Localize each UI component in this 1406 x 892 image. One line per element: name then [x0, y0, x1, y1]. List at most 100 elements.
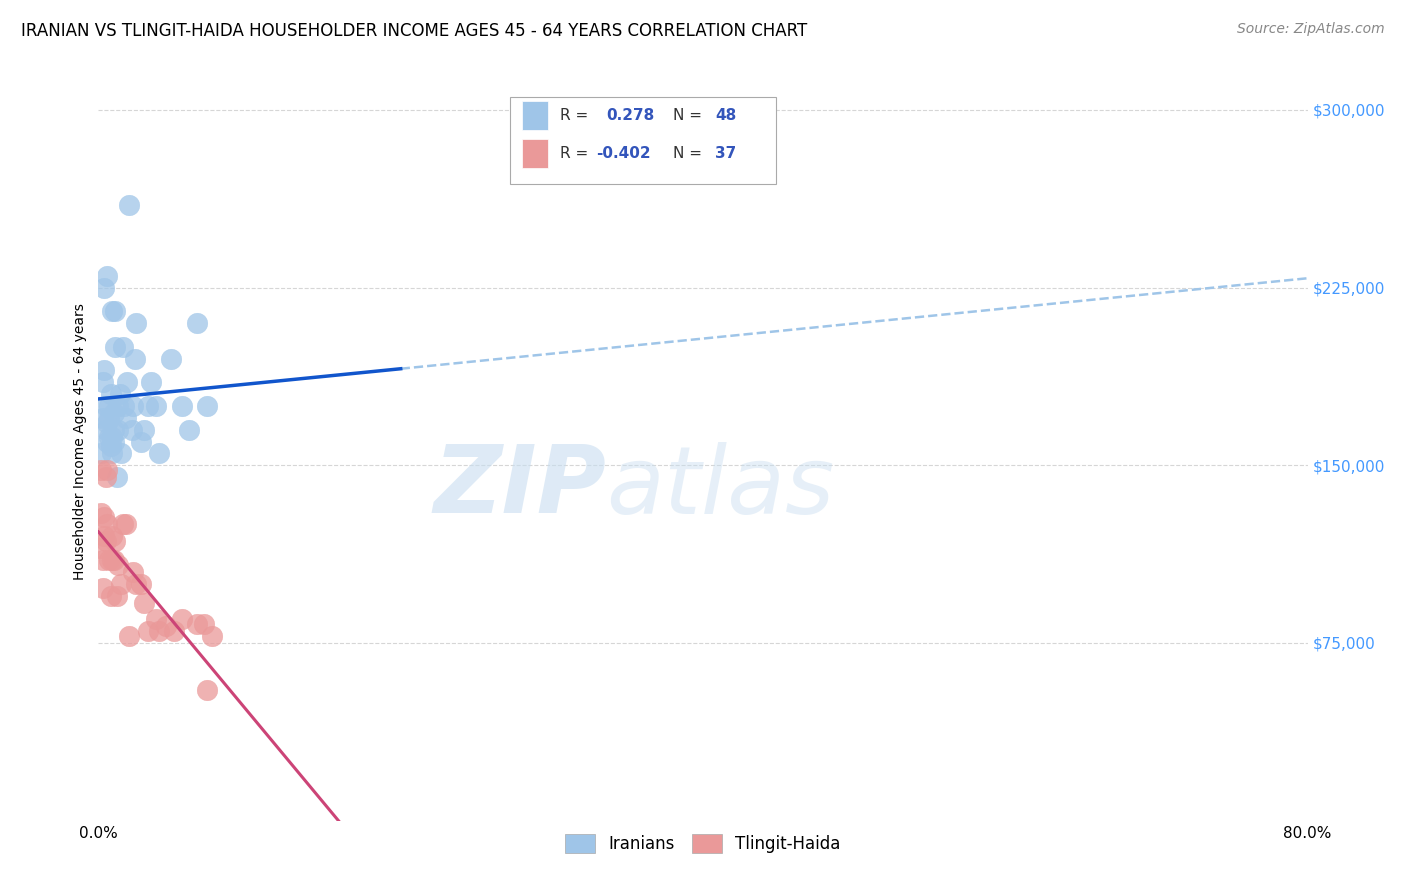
Point — [145, 612, 167, 626]
Point — [107, 399, 129, 413]
Point — [96, 268, 118, 283]
Point — [93, 280, 115, 294]
Point — [91, 582, 114, 596]
Text: 0.278: 0.278 — [606, 108, 655, 123]
Point — [94, 399, 117, 413]
Point — [94, 534, 117, 549]
Point — [118, 629, 141, 643]
Legend: Iranians, Tlingit-Haida: Iranians, Tlingit-Haida — [557, 826, 849, 862]
Point — [186, 617, 208, 632]
Point — [104, 304, 127, 318]
Point — [96, 463, 118, 477]
Point — [111, 517, 134, 532]
Point — [170, 612, 193, 626]
Point — [129, 434, 152, 449]
Point — [107, 558, 129, 572]
Text: R =: R = — [561, 146, 593, 161]
Point — [170, 399, 193, 413]
Point — [103, 423, 125, 437]
Point — [98, 430, 121, 444]
Point — [122, 565, 145, 579]
Point — [91, 553, 114, 567]
Point — [100, 439, 122, 453]
Point — [96, 517, 118, 532]
Point — [101, 553, 124, 567]
Point — [179, 423, 201, 437]
Text: ZIP: ZIP — [433, 441, 606, 533]
Point — [104, 340, 127, 354]
Point — [89, 541, 111, 556]
Point — [101, 529, 124, 543]
Text: 48: 48 — [716, 108, 737, 123]
Point — [132, 423, 155, 437]
Point — [112, 399, 135, 413]
Point — [105, 470, 128, 484]
Point — [141, 376, 163, 390]
Point — [96, 416, 118, 430]
Point — [148, 624, 170, 639]
FancyBboxPatch shape — [522, 101, 548, 130]
Point — [90, 463, 112, 477]
Y-axis label: Householder Income Ages 45 - 64 years: Householder Income Ages 45 - 64 years — [73, 303, 87, 580]
Text: N =: N = — [673, 108, 707, 123]
Point — [186, 316, 208, 330]
Text: -0.402: -0.402 — [596, 146, 651, 161]
Text: N =: N = — [673, 146, 707, 161]
Point — [91, 410, 114, 425]
Point — [114, 517, 136, 532]
Point — [163, 624, 186, 639]
Text: IRANIAN VS TLINGIT-HAIDA HOUSEHOLDER INCOME AGES 45 - 64 YEARS CORRELATION CHART: IRANIAN VS TLINGIT-HAIDA HOUSEHOLDER INC… — [21, 22, 807, 40]
Text: Source: ZipAtlas.com: Source: ZipAtlas.com — [1237, 22, 1385, 37]
FancyBboxPatch shape — [509, 96, 776, 184]
Point — [93, 510, 115, 524]
Point — [90, 446, 112, 460]
Point — [104, 534, 127, 549]
Point — [201, 629, 224, 643]
Text: 37: 37 — [716, 146, 737, 161]
Point — [96, 434, 118, 449]
Point — [110, 576, 132, 591]
Point — [93, 363, 115, 377]
Point — [93, 529, 115, 543]
Point — [148, 446, 170, 460]
Point — [98, 410, 121, 425]
Point — [100, 387, 122, 401]
Point — [118, 197, 141, 211]
Point — [121, 423, 143, 437]
Point — [155, 619, 177, 633]
FancyBboxPatch shape — [522, 139, 548, 168]
Point — [101, 446, 124, 460]
Point — [101, 304, 124, 318]
Point — [125, 316, 148, 330]
Point — [103, 406, 125, 420]
Text: atlas: atlas — [606, 442, 835, 533]
Text: R =: R = — [561, 108, 593, 123]
Point — [94, 423, 117, 437]
Point — [136, 624, 159, 639]
Point — [114, 410, 136, 425]
Point — [136, 399, 159, 413]
Point — [195, 399, 218, 413]
Point — [105, 589, 128, 603]
Point — [129, 576, 152, 591]
Point — [98, 399, 121, 413]
Point — [103, 434, 125, 449]
Point — [94, 470, 117, 484]
Point — [122, 399, 145, 413]
Point — [195, 683, 218, 698]
Point — [98, 553, 121, 567]
Point — [108, 387, 131, 401]
Point — [124, 351, 146, 366]
Point — [101, 430, 124, 444]
Point — [103, 553, 125, 567]
Point — [115, 376, 138, 390]
Point — [91, 376, 114, 390]
Point — [111, 340, 134, 354]
Point — [125, 576, 148, 591]
Point — [110, 446, 132, 460]
Point — [132, 596, 155, 610]
Point — [107, 423, 129, 437]
Point — [160, 351, 183, 366]
Point — [100, 589, 122, 603]
Point — [90, 506, 112, 520]
